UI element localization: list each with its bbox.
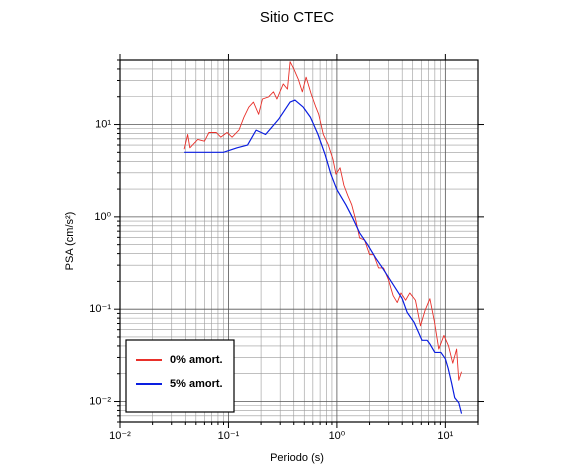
ticks: 10⁻² 10⁻¹ 10⁰ 10¹ 10⁻² 10⁻¹ 10⁰ 10¹ [89,54,484,442]
x-tick-label: 10⁻¹ [218,430,240,442]
y-tick-label: 10⁻² [89,395,111,407]
chart-title: Sitio CTEC [260,9,334,26]
series-line [184,99,463,414]
legend: 0% amort. 5% amort. [125,339,235,413]
x-tick-label: 10¹ [437,430,453,442]
x-axis-label: Periodo (s) [270,452,324,464]
plot-frame [119,59,479,423]
legend-label: 5% amort. [170,378,223,390]
y-tick-label: 10¹ [95,118,111,130]
plot-lines [183,61,463,414]
y-tick-label: 10⁻¹ [89,303,111,315]
x-tick-label: 10⁰ [329,430,346,442]
y-axis-label: PSA (cm/s²) [64,212,76,271]
y-tick-label: 10⁰ [94,211,111,223]
legend-label: 0% amort. [170,354,223,366]
series-line [183,61,462,381]
x-tick-label: 10⁻² [109,430,131,442]
legend-box [125,339,235,413]
